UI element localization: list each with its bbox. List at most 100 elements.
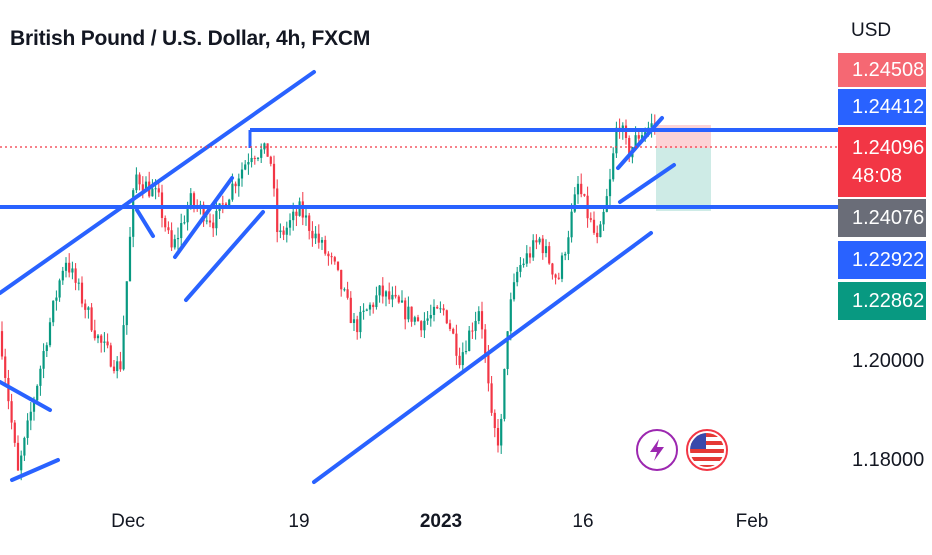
candle-body: [135, 174, 138, 191]
candle-body: [276, 188, 279, 233]
candle-body: [432, 306, 436, 315]
candle-body: [397, 296, 400, 303]
candle-body: [404, 300, 407, 320]
candle-body: [100, 335, 103, 343]
y-tick-label: 1.18000: [852, 449, 924, 471]
candle-body: [557, 277, 560, 279]
candle-body: [144, 181, 148, 191]
candle-body: [314, 233, 317, 239]
price-tag[interactable]: 1.22922: [838, 241, 926, 279]
candle-body: [215, 210, 218, 229]
candle-body: [436, 306, 439, 309]
candle-body: [368, 304, 372, 310]
candle-body: [448, 323, 452, 329]
price-tag[interactable]: 1.24412: [838, 89, 926, 125]
x-tick-label: Feb: [736, 511, 769, 532]
candle-body: [119, 361, 122, 370]
candle-body: [413, 317, 416, 322]
candle-body: [106, 341, 109, 346]
candle-body: [228, 199, 231, 208]
x-tick-label: 2023: [420, 511, 462, 532]
candle-body: [519, 265, 522, 272]
candle-body: [378, 285, 381, 296]
candle-body: [548, 246, 551, 264]
chart-title: British Pound / U.S. Dollar, 4h, FXCM: [10, 27, 371, 50]
candle-body: [468, 330, 471, 352]
candle-body: [157, 188, 160, 193]
candle-body: [359, 311, 362, 333]
candle-body: [212, 222, 215, 229]
candle-body: [480, 311, 484, 330]
candle-body: [311, 230, 314, 239]
flash-icon-badge[interactable]: [636, 429, 678, 471]
candle-body: [343, 289, 346, 291]
price-tag[interactable]: 1.24096 48:08: [838, 127, 926, 197]
candle-body: [426, 318, 429, 321]
candle-body: [490, 383, 493, 413]
candle-body: [512, 282, 516, 300]
trendline: [312, 231, 653, 484]
candle-body: [532, 240, 535, 258]
candle-body: [272, 163, 276, 189]
candle-body: [74, 268, 77, 283]
candle-body: [266, 143, 269, 157]
candle-body: [84, 303, 87, 310]
candle-body: [180, 223, 183, 239]
trendline: [616, 116, 664, 170]
candle-body: [320, 239, 324, 243]
candle-body: [0, 331, 4, 357]
candle-body: [375, 295, 378, 308]
candle-body: [330, 256, 333, 258]
candle-body: [455, 333, 458, 356]
candle-body: [10, 401, 13, 423]
candle-body: [103, 341, 106, 343]
x-tick-label: Dec: [111, 511, 145, 532]
candle-body: [288, 220, 292, 228]
target-zone: [656, 148, 711, 211]
candle-body: [68, 262, 71, 273]
candle-body: [484, 329, 487, 354]
candle-body: [362, 310, 365, 312]
candle-body: [506, 331, 509, 369]
candle-body: [295, 211, 298, 216]
candle-body: [52, 300, 55, 323]
candle-body: [32, 400, 36, 412]
candle-body: [263, 143, 266, 150]
candle-body: [580, 183, 583, 195]
candle-body: [522, 263, 525, 266]
candle-body: [192, 193, 196, 206]
price-tag[interactable]: 1.22862: [838, 282, 926, 320]
x-tick-label: 19: [288, 511, 309, 532]
candle-body: [493, 412, 496, 428]
candle-body: [29, 411, 32, 421]
candle-body: [138, 174, 141, 185]
candle-body: [87, 307, 90, 310]
candle-body: [509, 299, 512, 332]
candle-body: [372, 304, 375, 308]
candle-body: [186, 207, 189, 223]
candle-body: [96, 335, 100, 339]
us-flag-icon-badge[interactable]: [686, 429, 728, 471]
currency-label[interactable]: USD: [851, 20, 892, 41]
price-tag[interactable]: 1.24508: [838, 53, 926, 87]
candle-body: [141, 184, 144, 191]
price-tag[interactable]: 1.24076: [838, 199, 926, 237]
candle-body: [253, 157, 256, 159]
candle-body: [240, 169, 244, 179]
candle-body: [538, 238, 541, 243]
candle-body: [237, 178, 240, 187]
trendline: [135, 208, 155, 238]
candle-body: [269, 156, 272, 164]
candle-body: [189, 193, 192, 208]
candle-body: [324, 239, 327, 254]
candle-body: [256, 157, 260, 159]
candle-body: [407, 306, 410, 320]
trendline: [10, 458, 60, 482]
candle-body: [535, 240, 538, 243]
candle-body: [458, 355, 461, 366]
candle-body: [36, 385, 39, 401]
candle-body: [644, 132, 647, 136]
candle-body: [327, 253, 330, 257]
candle-body: [55, 297, 58, 301]
